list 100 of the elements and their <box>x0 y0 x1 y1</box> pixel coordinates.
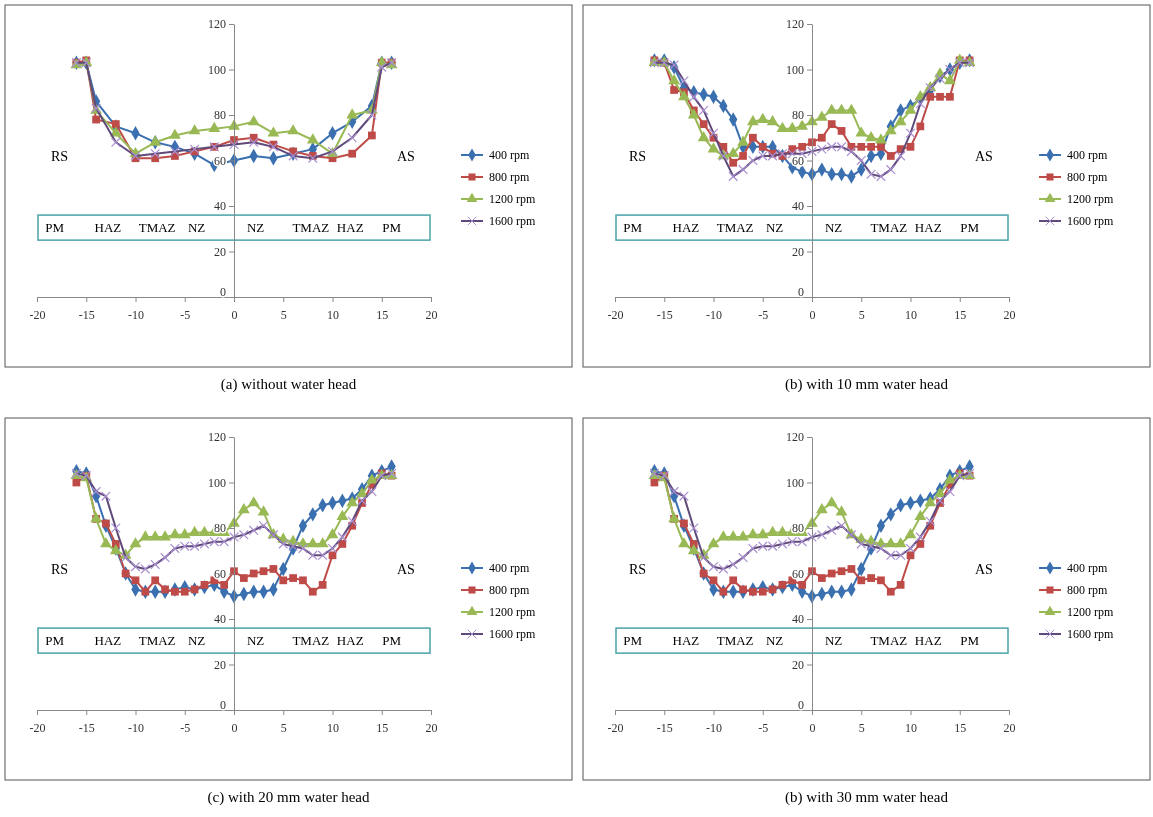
x-tick-label: -10 <box>706 308 722 323</box>
x-tick-label: -5 <box>180 308 191 323</box>
text: (b) with 30 mm water head <box>785 789 949 806</box>
annotation: TMAZ <box>138 220 176 236</box>
annotation: NZ <box>187 220 206 236</box>
annotation: AS <box>397 561 415 577</box>
x-tick-label: 20 <box>1003 721 1016 736</box>
text: (b) with 10 mm water head <box>785 376 949 393</box>
annotation: TMAZ <box>138 633 176 649</box>
y-tick-label: 20 <box>792 244 804 259</box>
x-tick-label: 0 <box>231 721 238 736</box>
legend-label: 400 rpm <box>489 561 530 575</box>
x-tick-label: -15 <box>78 721 95 736</box>
x-tick-label: 5 <box>280 308 287 323</box>
legend-label: 800 rpm <box>1067 583 1108 597</box>
annotation: AS <box>975 148 993 164</box>
x-tick-label: 20 <box>1003 308 1016 323</box>
legend-label: 1600 rpm <box>1067 627 1114 641</box>
y-tick-label: 20 <box>214 244 226 259</box>
annotation: RS <box>629 148 647 164</box>
legend-label: 1200 rpm <box>489 605 536 619</box>
y-tick-label: 120 <box>786 430 804 445</box>
y-tick-label: 0 <box>220 284 226 299</box>
annotation: PM <box>45 633 65 649</box>
annotation: RS <box>51 561 69 577</box>
y-tick-label: 40 <box>214 612 226 627</box>
annotation: HAZ <box>914 633 942 649</box>
x-tick-label: 15 <box>376 308 389 323</box>
y-tick-label: 40 <box>792 612 804 627</box>
annotation: RS <box>629 561 647 577</box>
y-tick-label: 20 <box>214 657 226 672</box>
annotation: NZ <box>765 220 784 236</box>
x-tick-label: 0 <box>231 308 238 323</box>
annotation: HAZ <box>672 220 700 236</box>
annotation: PM <box>960 633 980 649</box>
legend-label: 400 rpm <box>1067 148 1108 162</box>
x-tick-label: 10 <box>905 308 917 323</box>
x-tick-label: -20 <box>607 308 624 323</box>
x-tick-label: -15 <box>656 721 673 736</box>
y-tick-label: 120 <box>786 17 804 32</box>
annotation: AS <box>397 148 415 164</box>
y-tick-label: 0 <box>798 284 804 299</box>
y-tick-label: 0 <box>220 697 226 712</box>
annotation: NZ <box>825 220 843 236</box>
annotation: HAZ <box>336 220 364 236</box>
x-tick-label: 20 <box>425 721 438 736</box>
annotation: NZ <box>247 220 265 236</box>
legend-label: 800 rpm <box>489 583 530 597</box>
x-tick-label: 5 <box>280 721 287 736</box>
y-tick-label: 40 <box>792 199 804 214</box>
x-tick-label: -10 <box>128 721 144 736</box>
y-tick-label: 120 <box>208 17 226 32</box>
annotation: TMAZ <box>716 220 754 236</box>
annotation: TMAZ <box>870 633 908 649</box>
annotation: PM <box>623 633 643 649</box>
x-tick-label: -15 <box>78 308 95 323</box>
x-tick-label: 10 <box>327 308 339 323</box>
legend-label: 1600 rpm <box>489 627 536 641</box>
x-tick-label: -15 <box>656 308 673 323</box>
annotation: PM <box>45 220 65 236</box>
annotation: NZ <box>247 633 265 649</box>
annotation: HAZ <box>94 633 122 649</box>
legend-label: 400 rpm <box>489 148 530 162</box>
annotation: PM <box>960 220 980 236</box>
x-tick-label: 20 <box>425 308 438 323</box>
legend-label: 1200 rpm <box>1067 605 1114 619</box>
x-tick-label: 5 <box>858 721 865 736</box>
x-tick-label: -20 <box>29 721 46 736</box>
y-tick-label: 100 <box>208 475 226 490</box>
x-tick-label: 5 <box>858 308 865 323</box>
annotation: NZ <box>825 633 843 649</box>
y-tick-label: 120 <box>208 430 226 445</box>
annotation: TMAZ <box>716 633 754 649</box>
annotation: PM <box>382 220 402 236</box>
y-tick-label: 100 <box>786 475 804 490</box>
y-tick-label: 60 <box>214 566 226 581</box>
legend-label: 1600 rpm <box>489 214 536 228</box>
x-tick-label: -5 <box>758 308 769 323</box>
text: (a) without water head <box>220 376 357 393</box>
x-tick-label: -5 <box>180 721 191 736</box>
annotation: TMAZ <box>870 220 908 236</box>
x-tick-label: 0 <box>809 308 816 323</box>
x-tick-label: 10 <box>905 721 917 736</box>
y-tick-label: 60 <box>792 153 804 168</box>
annotation: HAZ <box>94 220 122 236</box>
legend-label: 1200 rpm <box>1067 192 1114 206</box>
x-tick-label: -10 <box>128 308 144 323</box>
annotation: RS <box>51 148 69 164</box>
annotation: PM <box>382 633 402 649</box>
annotation: AS <box>975 561 993 577</box>
annotation: HAZ <box>672 633 700 649</box>
x-tick-label: 0 <box>809 721 816 736</box>
x-tick-label: -10 <box>706 721 722 736</box>
annotation: HAZ <box>914 220 942 236</box>
annotation: NZ <box>765 633 784 649</box>
y-tick-label: 80 <box>792 108 804 123</box>
x-tick-label: 15 <box>954 308 967 323</box>
annotation: TMAZ <box>292 220 330 236</box>
y-tick-label: 40 <box>214 199 226 214</box>
text: (c) with 20 mm water head <box>207 789 371 806</box>
